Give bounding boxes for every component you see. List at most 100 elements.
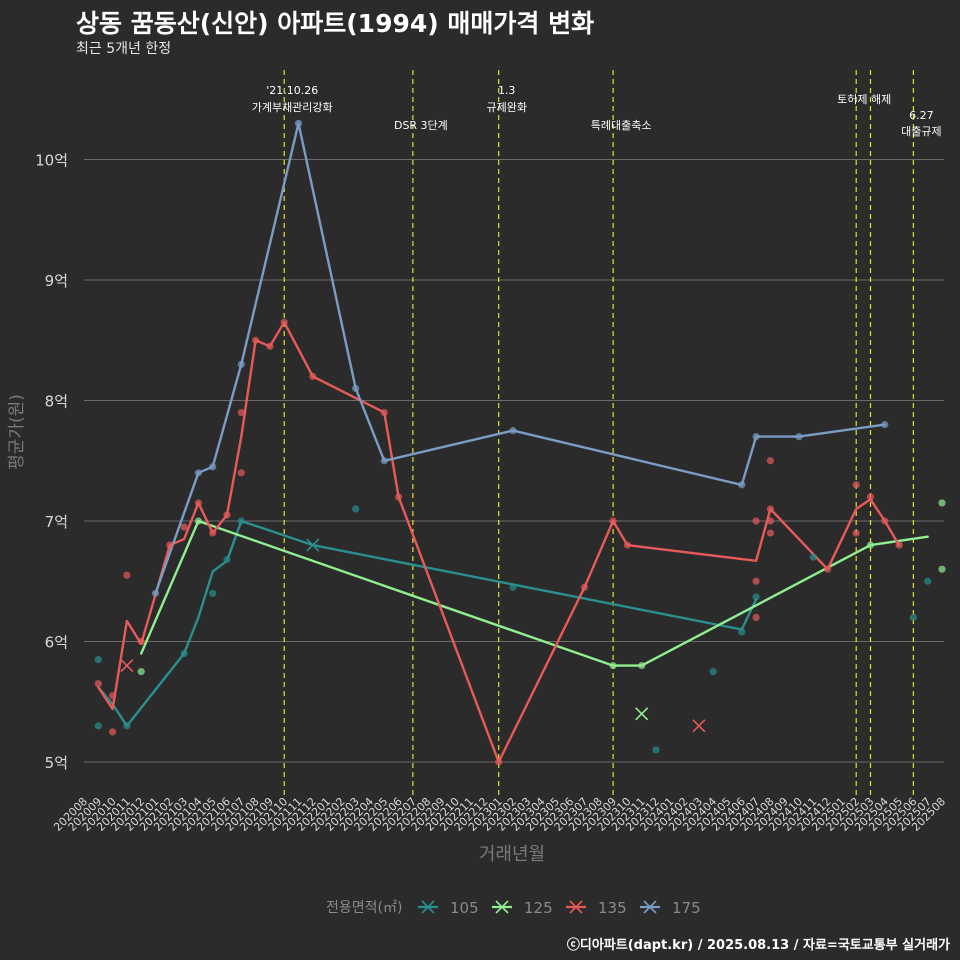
legend-swatch-cross xyxy=(495,900,509,914)
legend-item-135: 135 xyxy=(566,899,627,917)
data-point-135 xyxy=(752,613,760,622)
data-point-135 xyxy=(123,571,131,579)
data-point-135 xyxy=(752,577,760,585)
data-point-175 xyxy=(209,463,217,471)
data-point-105 xyxy=(809,553,817,561)
data-point-135 xyxy=(280,318,288,326)
data-point-105 xyxy=(924,577,932,585)
data-point-125 xyxy=(137,668,145,676)
data-point-125 xyxy=(609,662,617,670)
data-point-135 xyxy=(623,541,632,549)
data-point-135 xyxy=(766,505,775,513)
event-label: 6.27 xyxy=(909,109,934,122)
event-label: 특례대출축소 xyxy=(591,119,652,132)
data-point-135 xyxy=(180,523,188,531)
series-line-175 xyxy=(154,122,886,595)
data-point-135 xyxy=(137,637,145,646)
legend-label: 105 xyxy=(450,899,479,917)
legend-label: 125 xyxy=(524,899,553,917)
data-point-175 xyxy=(194,469,202,477)
event-label: '21.10.26 xyxy=(266,84,318,97)
data-point-175 xyxy=(151,589,160,597)
y-axis-title: 평균가(원) xyxy=(7,394,27,470)
data-point-175 xyxy=(294,119,303,127)
data-point-135 xyxy=(866,493,875,501)
cross-point-105 xyxy=(306,538,320,552)
event-label: 대출규제 xyxy=(901,125,941,138)
event-label: 가계부채관리강화 xyxy=(252,101,333,114)
y-tick-label: 5억 xyxy=(45,754,68,772)
data-point-105 xyxy=(909,613,918,622)
data-point-135 xyxy=(194,499,202,507)
legend-item-175: 175 xyxy=(640,899,701,917)
grid-lines xyxy=(84,159,944,763)
y-axis: 5억 6억 7억 8억 9억 10억 xyxy=(35,152,68,773)
data-point-105 xyxy=(223,555,231,564)
data-point-135 xyxy=(852,481,860,489)
data-point-175 xyxy=(509,427,517,435)
cross-point-125 xyxy=(635,707,649,721)
data-point-175 xyxy=(380,457,388,465)
data-point-105 xyxy=(180,649,188,658)
y-tick-label: 7억 xyxy=(45,513,68,531)
event-label: 1.3 xyxy=(498,84,516,97)
data-point-135 xyxy=(209,529,217,537)
event-label: DSR 3단계 xyxy=(394,119,448,132)
data-point-135 xyxy=(223,511,231,519)
data-point-135 xyxy=(852,529,860,537)
data-point-135 xyxy=(109,728,117,736)
data-point-105 xyxy=(209,589,217,597)
event-label: 규제완화 xyxy=(486,101,526,114)
data-point-175 xyxy=(881,421,889,429)
y-tick-label: 8억 xyxy=(45,393,68,411)
source-caption: ⓒ디아파트(dapt.kr) / 2025.08.13 / 자료=국토교통부 실… xyxy=(566,938,950,953)
event-label: 토허제 해제 xyxy=(837,92,891,106)
data-point-105 xyxy=(94,722,102,730)
data-point-105 xyxy=(237,517,245,525)
data-point-105 xyxy=(738,628,746,636)
data-point-135 xyxy=(580,583,589,591)
data-point-125 xyxy=(938,565,946,573)
data-points xyxy=(94,119,946,766)
data-point-105 xyxy=(652,746,660,754)
data-point-135 xyxy=(495,758,503,766)
data-point-175 xyxy=(752,433,760,441)
data-point-135 xyxy=(109,692,117,700)
legend-swatch-cross xyxy=(421,900,435,914)
data-point-135 xyxy=(752,517,760,525)
y-tick-label: 9억 xyxy=(45,272,68,290)
data-point-135 xyxy=(824,565,832,573)
x-axis-title: 거래년월 xyxy=(479,844,545,865)
data-point-175 xyxy=(237,360,245,368)
data-point-135 xyxy=(766,457,775,465)
legend-label: 135 xyxy=(598,899,627,917)
data-point-135 xyxy=(237,408,245,417)
data-point-175 xyxy=(352,384,360,393)
data-point-135 xyxy=(395,493,403,501)
chart-subtitle: 최근 5개년 한정 xyxy=(76,41,172,57)
data-point-135 xyxy=(881,517,889,525)
data-point-105 xyxy=(752,593,760,601)
data-point-105 xyxy=(94,655,102,664)
data-point-105 xyxy=(352,505,360,513)
series-lines xyxy=(97,122,929,764)
cross-point-135 xyxy=(692,719,706,733)
data-point-135 xyxy=(380,408,388,417)
data-point-125 xyxy=(938,499,946,507)
legend: 전용면적(㎡) 105 125 135 175 xyxy=(326,899,701,917)
data-point-135 xyxy=(766,517,775,525)
series-line-105 xyxy=(97,519,758,728)
y-tick-label: 10억 xyxy=(35,152,68,170)
legend-item-125: 125 xyxy=(492,899,553,917)
cross-point-135 xyxy=(120,659,134,673)
y-tick-label: 6억 xyxy=(45,634,68,652)
legend-title: 전용면적(㎡) xyxy=(326,900,402,916)
data-point-175 xyxy=(738,481,746,489)
data-point-105 xyxy=(509,583,517,591)
legend-swatch-cross xyxy=(643,900,657,914)
legend-swatch-cross xyxy=(569,900,583,914)
data-point-105 xyxy=(123,722,131,730)
chart-title: 상동 꿈동산(신안) 아파트(1994) 매매가격 변화 xyxy=(76,9,595,38)
